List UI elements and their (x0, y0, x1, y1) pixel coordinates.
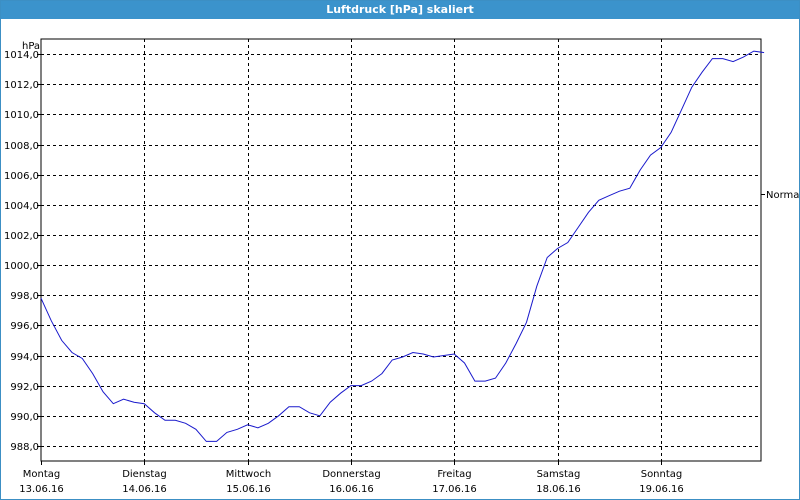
x-tick-day-label: Sonntag (641, 469, 683, 480)
normal-marker-label: Normal (766, 190, 799, 201)
x-tick-date-label: 14.06.16 (122, 484, 167, 495)
x-tick-date-label: 18.06.16 (536, 484, 581, 495)
x-tick-date-label: 17.06.16 (432, 484, 477, 495)
y-tick-label: 1014,0 (4, 50, 39, 61)
y-tick-label: 1008,0 (4, 141, 39, 152)
x-tick-day-label: Montag (23, 469, 60, 480)
y-tick-label: 1006,0 (4, 171, 39, 182)
y-tick-label: 996,0 (10, 321, 39, 332)
pressure-series-line (40, 50, 765, 442)
y-tick-label: 988,0 (10, 442, 39, 453)
y-axis-label: hPa (22, 41, 40, 52)
y-tick-label: 992,0 (10, 382, 39, 393)
y-tick-label: 990,0 (10, 412, 39, 423)
x-tick-day-label: Samstag (537, 469, 581, 480)
x-tick-day-label: Mittwoch (226, 469, 271, 480)
y-tick-label: 998,0 (10, 291, 39, 302)
y-tick-label: 1004,0 (4, 201, 39, 212)
y-tick-label: 1000,0 (4, 261, 39, 272)
window-title: Luftdruck [hPa] skaliert (1, 1, 799, 19)
y-tick-label: 994,0 (10, 352, 39, 363)
x-tick-date-label: 19.06.16 (639, 484, 684, 495)
x-tick-day-label: Freitag (437, 469, 471, 480)
x-tick-day-label: Donnerstag (322, 469, 380, 480)
x-tick-date-label: 15.06.16 (226, 484, 271, 495)
y-tick-label: 1002,0 (4, 231, 39, 242)
x-tick-date-label: 16.06.16 (329, 484, 374, 495)
y-tick-label: 1012,0 (4, 80, 39, 91)
pressure-chart: hPa 988,0 990,0 992,0 994,0 996,0 998,0 1000,0 1… (4, 38, 799, 495)
x-tick-date-label: 13.06.16 (19, 484, 64, 495)
y-tick-label: 1010,0 (4, 110, 39, 121)
plot-frame (40, 38, 762, 462)
x-tick-day-label: Dienstag (122, 469, 167, 480)
